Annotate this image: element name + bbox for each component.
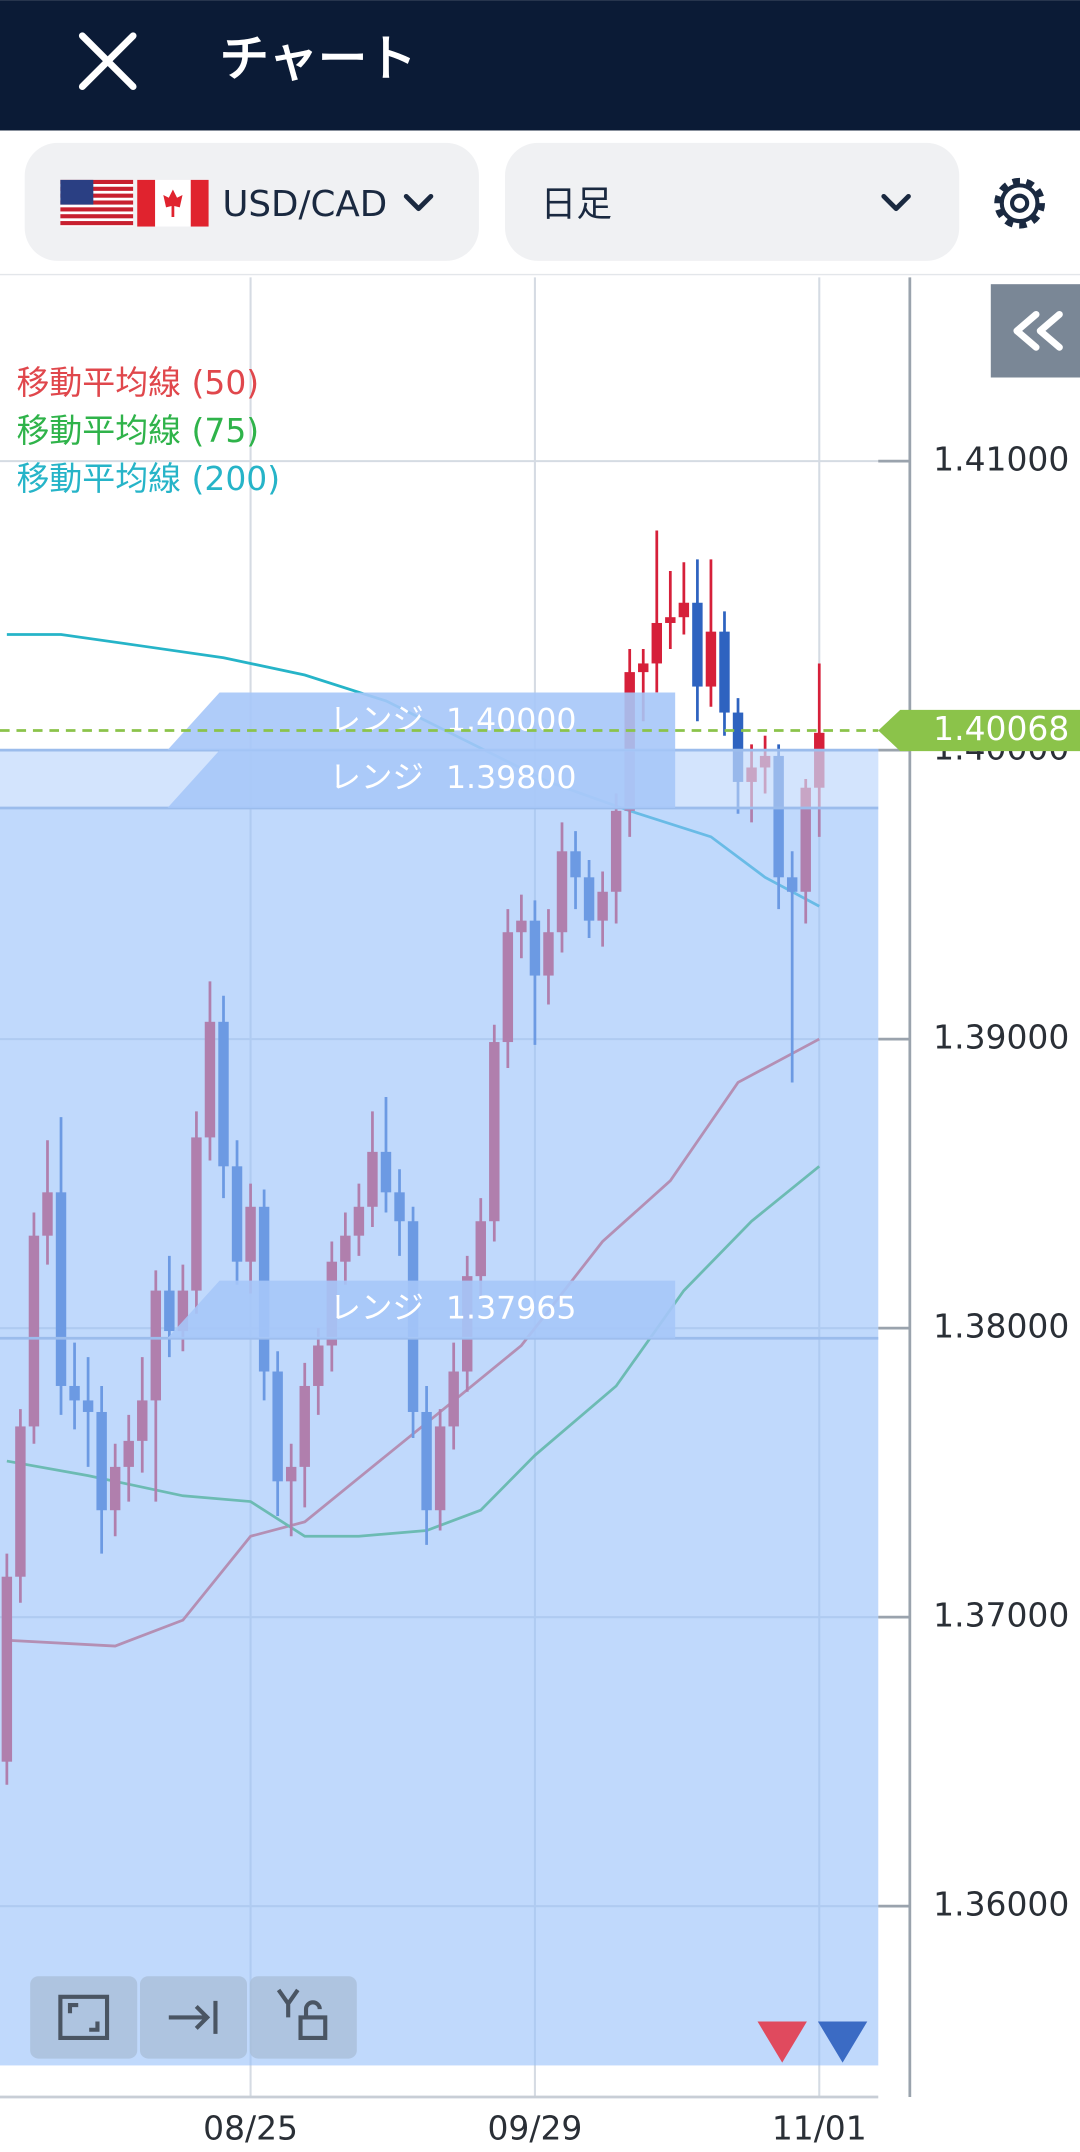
x-tick-label: 11/01 bbox=[772, 2108, 867, 2147]
chevrons-icon bbox=[1013, 310, 1063, 351]
current-price-label: 1.40068 bbox=[933, 709, 1069, 748]
y-tick-label: 1.36000 bbox=[933, 1885, 1069, 1924]
timeframe-label: 日足 bbox=[541, 184, 612, 225]
legend-entry: 移動平均線 (75) bbox=[16, 411, 259, 450]
range-value: 1.37965 bbox=[446, 1290, 576, 1326]
candle-body bbox=[638, 663, 649, 673]
chart: 1.36000 1.37000 1.38000 1.39000 1.40000 1.410… bbox=[0, 277, 1080, 2147]
settings-button[interactable] bbox=[994, 177, 1046, 229]
candle-body bbox=[719, 631, 730, 713]
range-label: レンジ bbox=[329, 702, 424, 738]
buy-marker bbox=[817, 2021, 868, 2063]
range-label: レンジ bbox=[329, 760, 424, 796]
candle-body bbox=[651, 622, 662, 664]
x-tick-label: 09/29 bbox=[487, 2108, 582, 2147]
chevron bbox=[403, 193, 434, 212]
fullscreen-button[interactable] bbox=[30, 1976, 138, 2059]
jump-latest-button[interactable] bbox=[139, 1976, 248, 2059]
x-tick-label: 08/25 bbox=[203, 2108, 298, 2147]
close-button[interactable] bbox=[78, 32, 137, 91]
gear-teeth bbox=[994, 177, 1046, 229]
icon bbox=[168, 2000, 218, 2034]
range-value: 1.40000 bbox=[446, 702, 576, 738]
sell-marker bbox=[757, 2021, 807, 2063]
collapse-button[interactable] bbox=[990, 284, 1080, 378]
stripe bbox=[60, 214, 134, 219]
y-tick-label: 1.41000 bbox=[933, 440, 1069, 479]
candle-body bbox=[692, 602, 703, 687]
stripe bbox=[60, 193, 134, 198]
us-flag bbox=[60, 179, 134, 227]
icon bbox=[58, 1994, 110, 2041]
header-bar bbox=[0, 0, 1080, 131]
stripe bbox=[60, 186, 134, 191]
timeframe-selector[interactable]: 日足 bbox=[505, 142, 960, 261]
pill bbox=[505, 142, 960, 261]
pair-label: USD/CAD bbox=[222, 184, 387, 225]
chevron bbox=[881, 193, 911, 212]
stripe bbox=[60, 207, 134, 212]
maple-leaf bbox=[163, 189, 183, 217]
range-label-box bbox=[167, 692, 676, 751]
candle-body bbox=[705, 631, 717, 687]
legend-entry: 移動平均線 (200) bbox=[16, 459, 280, 498]
pair-selector[interactable]: USD/CAD bbox=[24, 142, 479, 261]
current-price-tag bbox=[878, 709, 1080, 752]
y-tick-label: 1.39000 bbox=[933, 1018, 1069, 1057]
range-label-box bbox=[167, 750, 676, 808]
range-label: レンジ bbox=[329, 1290, 424, 1326]
band bbox=[190, 179, 209, 227]
band bbox=[137, 179, 156, 227]
pill bbox=[24, 142, 479, 261]
range-zone bbox=[0, 750, 879, 2066]
range-value: 1.39800 bbox=[446, 760, 576, 796]
lock-y-button[interactable] bbox=[249, 1976, 357, 2059]
stripe bbox=[60, 221, 134, 226]
candle-body bbox=[678, 602, 690, 618]
y-tick-label: 1.37000 bbox=[933, 1596, 1069, 1635]
candle-body bbox=[665, 617, 676, 623]
y-tick-label: 1.38000 bbox=[933, 1307, 1069, 1346]
gear-hole bbox=[1010, 193, 1030, 213]
legend-entry: 移動平均線 (50) bbox=[16, 363, 259, 402]
range-label-box bbox=[167, 1280, 676, 1339]
header-title: チャート bbox=[220, 29, 417, 87]
button-bg bbox=[30, 1976, 138, 2059]
stripe bbox=[60, 200, 134, 205]
canton bbox=[60, 179, 94, 205]
close-icon bbox=[78, 32, 137, 91]
candle-body bbox=[732, 712, 744, 782]
icon bbox=[276, 1988, 328, 2041]
gear-body bbox=[999, 183, 1040, 224]
ca-flag bbox=[137, 179, 209, 227]
button-bg bbox=[990, 284, 1080, 378]
stripe bbox=[60, 179, 134, 185]
